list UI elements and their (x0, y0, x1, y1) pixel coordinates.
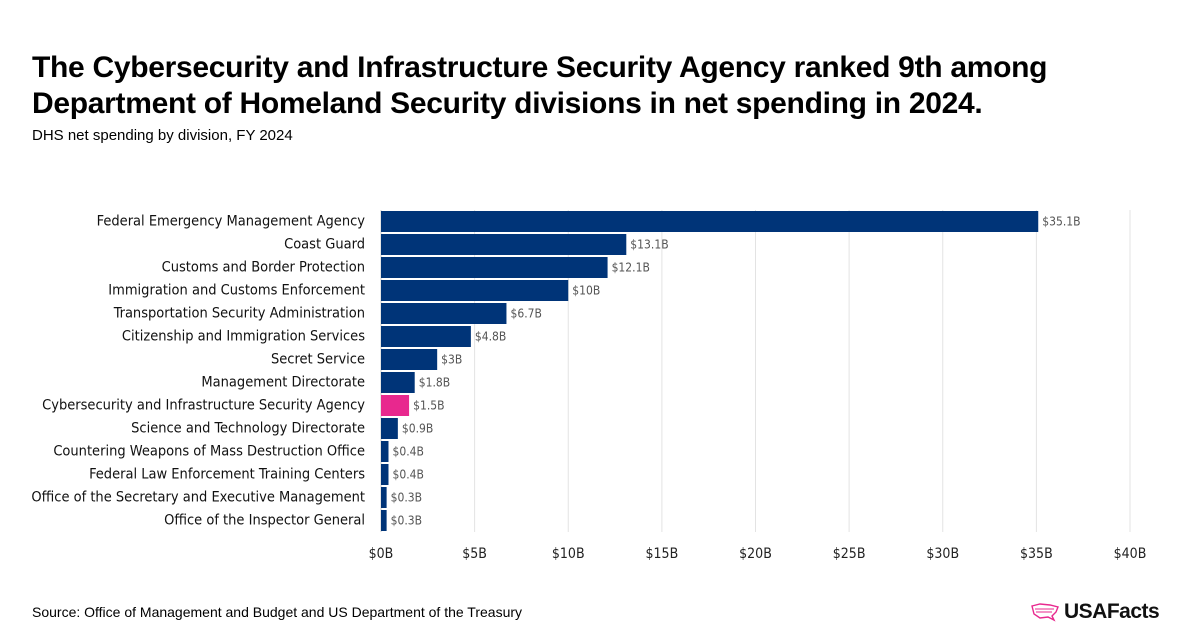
category-label: Countering Weapons of Mass Destruction O… (53, 444, 365, 460)
category-label: Office of the Inspector General (164, 513, 365, 529)
bar (381, 464, 389, 485)
data-label: $13.1B (630, 238, 668, 252)
x-tick-label: $30B (926, 546, 959, 562)
category-label: Coast Guard (284, 237, 365, 253)
data-label: $0.4B (392, 445, 423, 459)
chart-title: The Cybersecurity and Infrastructure Sec… (32, 51, 1048, 120)
data-label: $35.1B (1042, 215, 1080, 229)
data-label: $1.8B (419, 376, 450, 390)
bar (381, 280, 569, 301)
logo-text: USAFacts (1064, 600, 1160, 623)
data-label: $6.7B (510, 307, 541, 321)
chart-subtitle: DHS net spending by division, FY 2024 (32, 127, 293, 144)
bar (381, 257, 608, 278)
data-label: $3B (441, 353, 462, 367)
x-tick-label: $15B (646, 546, 679, 562)
data-label: $4.8B (475, 330, 506, 344)
bar (381, 211, 1039, 232)
data-label: $0.3B (391, 491, 422, 505)
bar (381, 510, 387, 531)
x-tick-label: $5B (462, 546, 487, 562)
x-tick-label: $40B (1114, 546, 1147, 562)
data-label: $0.3B (391, 514, 422, 528)
data-label: $0.4B (392, 468, 423, 482)
category-label: Federal Emergency Management Agency (97, 214, 366, 230)
x-tick-label: $0B (369, 546, 394, 562)
bar (381, 372, 415, 393)
bar (381, 326, 471, 347)
x-tick-label: $20B (739, 546, 772, 562)
category-label: Management Directorate (201, 375, 365, 391)
category-label: Secret Service (271, 352, 365, 368)
bar (381, 395, 410, 416)
us-map-icon (1031, 603, 1059, 622)
bar (381, 234, 627, 255)
x-tick-label: $35B (1020, 546, 1053, 562)
category-label: Science and Technology Directorate (131, 421, 365, 437)
x-tick-label: $25B (833, 546, 866, 562)
x-tick-label: $10B (552, 546, 585, 562)
source-note: Source: Office of Management and Budget … (32, 604, 523, 620)
category-label: Cybersecurity and Infrastructure Securit… (42, 398, 365, 414)
data-label: $10B (572, 284, 600, 298)
bar (381, 441, 389, 462)
bar (381, 303, 507, 324)
bar (381, 418, 398, 439)
data-label: $12.1B (612, 261, 650, 275)
category-label: Federal Law Enforcement Training Centers (89, 467, 365, 483)
usafacts-logo: USAFacts (1030, 600, 1160, 624)
data-label: $1.5B (413, 399, 444, 413)
bar (381, 487, 387, 508)
bar (381, 349, 438, 370)
category-label: Citizenship and Immigration Services (122, 329, 365, 345)
category-label: Immigration and Customs Enforcement (108, 283, 365, 299)
category-label: Transportation Security Administration (113, 306, 365, 322)
data-label: $0.9B (402, 422, 433, 436)
category-label: Customs and Border Protection (162, 260, 365, 276)
category-label: Office of the Secretary and Executive Ma… (31, 490, 365, 506)
